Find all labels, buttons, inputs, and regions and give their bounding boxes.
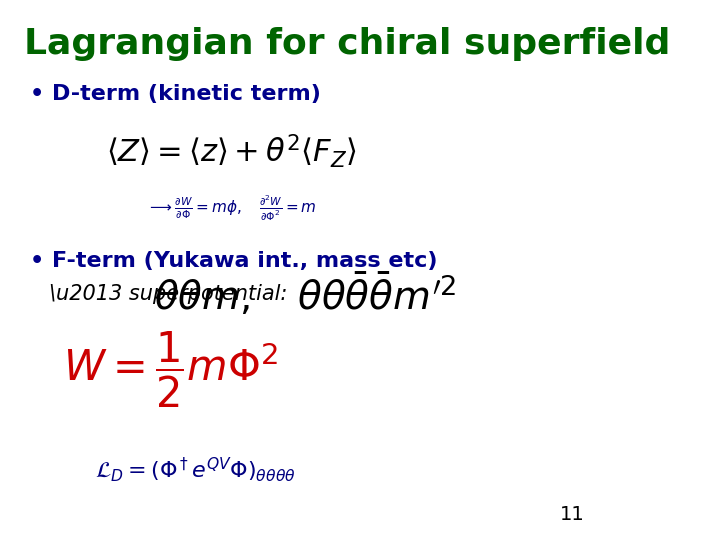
Text: 11: 11 (560, 505, 585, 524)
Text: • D-term (kinetic term): • D-term (kinetic term) (30, 84, 321, 104)
Text: $\longrightarrow \frac{\partial W}{\partial \Phi} = m\phi, \quad \frac{\partial^: $\longrightarrow \frac{\partial W}{\part… (147, 193, 316, 222)
Text: $\mathcal{L}_D = (\Phi^\dagger e^{QV} \Phi)_{\theta\theta\theta\theta}$: $\mathcal{L}_D = (\Phi^\dagger e^{QV} \P… (94, 455, 295, 484)
Text: • F-term (Yukawa int., mass etc): • F-term (Yukawa int., mass etc) (30, 251, 438, 271)
Text: \u2013 superpotential:: \u2013 superpotential: (49, 284, 287, 305)
Text: $W = \dfrac{1}{2} m \Phi^2$: $W = \dfrac{1}{2} m \Phi^2$ (63, 330, 278, 410)
Text: $\langle Z \rangle = \langle z \rangle + \theta^2 \langle F_Z \rangle$: $\langle Z \rangle = \langle z \rangle +… (106, 132, 357, 170)
Text: Lagrangian for chiral superfield: Lagrangian for chiral superfield (24, 27, 671, 61)
Text: $\theta\theta m, \quad \theta\theta\bar{\theta}\bar{\theta} m^{\prime 2}$: $\theta\theta m, \quad \theta\theta\bar{… (153, 271, 456, 318)
